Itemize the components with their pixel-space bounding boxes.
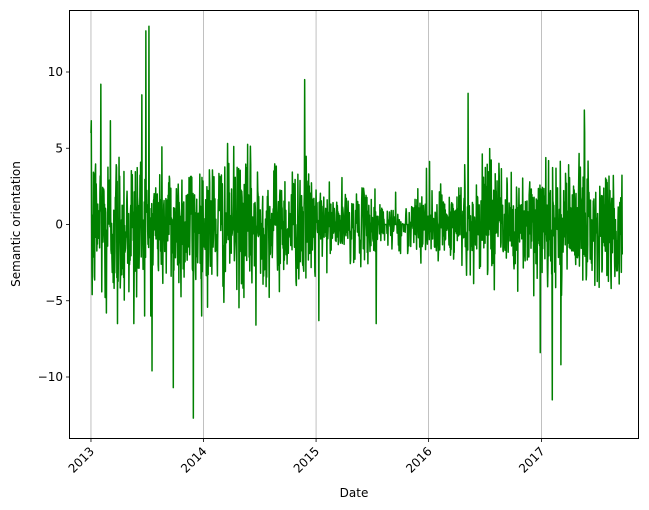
y-tick-label: −10 [38,370,63,384]
x-axis-label: Date [340,486,369,500]
y-axis-label: Semantic orientation [9,161,23,287]
y-tick-label: −5 [45,294,63,308]
y-tick-label: 0 [55,218,63,232]
y-tick-label: 10 [48,65,63,79]
series-group [90,25,624,419]
y-axis: 10 5 0 −5 −10 [38,65,70,384]
series-line [90,25,624,419]
y-tick-label: 5 [55,141,63,155]
